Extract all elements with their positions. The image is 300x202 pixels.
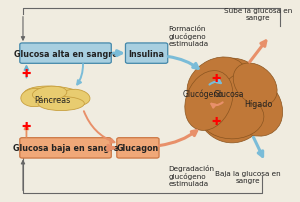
Ellipse shape (61, 90, 90, 106)
Text: Formación
glucógeno
estimulada: Formación glucógeno estimulada (168, 26, 208, 47)
Text: ✚: ✚ (22, 121, 31, 131)
Text: ✚: ✚ (212, 116, 221, 126)
Ellipse shape (233, 64, 277, 106)
Text: Glucosa alta en sangre: Glucosa alta en sangre (14, 49, 117, 58)
Ellipse shape (32, 87, 67, 101)
FancyBboxPatch shape (125, 44, 168, 64)
FancyBboxPatch shape (20, 44, 111, 64)
Text: Glucosa baja en sangre: Glucosa baja en sangre (13, 144, 118, 153)
Text: Degradación
glucógeno
estimulada: Degradación glucógeno estimulada (168, 164, 214, 186)
Text: Glucógeno: Glucógeno (183, 89, 224, 99)
Text: ✚: ✚ (22, 69, 31, 79)
Text: Glucosa: Glucosa (214, 89, 244, 98)
Text: Sube la glucosa en
sangre: Sube la glucosa en sangre (224, 8, 292, 21)
Ellipse shape (38, 97, 84, 111)
Ellipse shape (24, 87, 87, 107)
Text: Insulina: Insulina (129, 49, 165, 58)
Text: Hígado: Hígado (244, 100, 272, 108)
Ellipse shape (187, 58, 248, 112)
FancyBboxPatch shape (117, 138, 159, 158)
Ellipse shape (185, 71, 233, 131)
Text: Páncreas: Páncreas (34, 96, 70, 104)
Ellipse shape (21, 89, 50, 107)
Ellipse shape (200, 95, 264, 139)
Text: Glucagon: Glucagon (117, 144, 159, 153)
FancyBboxPatch shape (20, 138, 111, 158)
Text: Baja la glucosa en
sangre: Baja la glucosa en sangre (215, 170, 281, 183)
Ellipse shape (222, 74, 283, 136)
Text: ✚: ✚ (212, 74, 221, 84)
Ellipse shape (194, 59, 270, 143)
